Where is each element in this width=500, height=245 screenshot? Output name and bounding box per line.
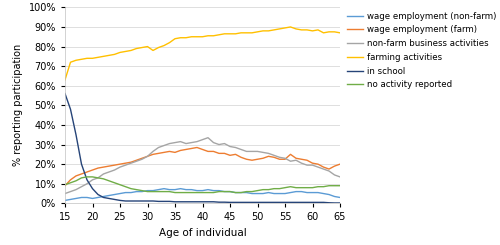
- farming activities: [144, 45, 150, 48]
- non-farm business activities: [122, 164, 128, 167]
- in school: [326, 201, 332, 204]
- farming activities: [62, 78, 68, 81]
- no activity reported: [332, 184, 338, 187]
- wage employment (non-farm): [161, 187, 167, 190]
- in school: [337, 201, 343, 204]
- wage employment (farm): [194, 146, 200, 149]
- wage employment (non-farm): [266, 191, 272, 194]
- Legend: wage employment (non-farm), wage employment (farm), non-farm business activities: wage employment (non-farm), wage employm…: [347, 12, 496, 89]
- farming activities: [288, 25, 294, 28]
- no activity reported: [172, 191, 178, 194]
- farming activities: [244, 31, 250, 34]
- non-farm business activities: [62, 192, 68, 195]
- wage employment (farm): [337, 163, 343, 166]
- non-farm business activities: [150, 150, 156, 153]
- non-farm business activities: [249, 150, 255, 153]
- farming activities: [122, 50, 128, 53]
- in school: [260, 201, 266, 204]
- wage employment (farm): [62, 184, 68, 187]
- in school: [62, 92, 68, 95]
- non-farm business activities: [337, 175, 343, 178]
- no activity reported: [337, 184, 343, 187]
- no activity reported: [156, 190, 162, 193]
- wage employment (non-farm): [62, 199, 68, 202]
- Line: wage employment (non-farm): wage employment (non-farm): [65, 189, 340, 200]
- wage employment (farm): [249, 159, 255, 162]
- farming activities: [150, 49, 156, 52]
- X-axis label: Age of individual: Age of individual: [158, 228, 246, 238]
- wage employment (farm): [144, 155, 150, 158]
- wage employment (non-farm): [122, 191, 128, 194]
- Line: farming activities: farming activities: [65, 27, 340, 80]
- in school: [144, 199, 150, 202]
- wage employment (non-farm): [337, 196, 343, 199]
- farming activities: [337, 31, 343, 34]
- non-farm business activities: [144, 155, 150, 158]
- wage employment (non-farm): [249, 192, 255, 195]
- Y-axis label: % reporting participation: % reporting participation: [13, 44, 23, 166]
- in school: [244, 201, 250, 204]
- in school: [122, 199, 128, 202]
- no activity reported: [84, 175, 90, 178]
- wage employment (farm): [122, 162, 128, 165]
- no activity reported: [62, 183, 68, 186]
- non-farm business activities: [266, 152, 272, 155]
- Line: wage employment (farm): wage employment (farm): [65, 147, 340, 186]
- in school: [332, 201, 338, 204]
- farming activities: [260, 29, 266, 32]
- wage employment (farm): [150, 153, 156, 156]
- no activity reported: [271, 187, 277, 190]
- Line: in school: in school: [65, 94, 340, 203]
- wage employment (non-farm): [332, 195, 338, 198]
- no activity reported: [150, 190, 156, 193]
- wage employment (non-farm): [150, 189, 156, 192]
- wage employment (non-farm): [144, 189, 150, 192]
- non-farm business activities: [205, 136, 211, 139]
- non-farm business activities: [332, 173, 338, 176]
- no activity reported: [254, 189, 260, 192]
- wage employment (farm): [266, 155, 272, 158]
- Line: non-farm business activities: non-farm business activities: [65, 138, 340, 194]
- no activity reported: [128, 187, 134, 190]
- wage employment (farm): [332, 165, 338, 168]
- Line: no activity reported: no activity reported: [65, 177, 340, 193]
- in school: [150, 199, 156, 202]
- farming activities: [332, 30, 338, 33]
